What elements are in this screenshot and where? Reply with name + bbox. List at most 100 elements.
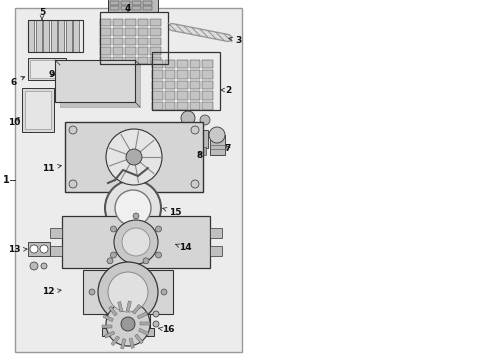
Bar <box>137 312 147 319</box>
Bar <box>202 102 213 110</box>
Circle shape <box>121 317 135 331</box>
Bar <box>165 91 175 99</box>
Circle shape <box>114 220 158 264</box>
Bar <box>150 37 161 45</box>
Circle shape <box>191 126 199 134</box>
Bar <box>100 57 111 64</box>
Circle shape <box>122 228 150 256</box>
Bar <box>139 328 149 336</box>
Bar <box>100 12 168 64</box>
Bar <box>143 0 152 5</box>
Bar <box>140 322 150 325</box>
Bar <box>152 81 163 89</box>
Text: 4: 4 <box>125 4 131 13</box>
Bar <box>138 37 148 45</box>
Text: 13: 13 <box>8 246 27 255</box>
Bar <box>73 20 79 52</box>
Bar <box>126 301 131 311</box>
Bar <box>125 28 136 36</box>
Bar <box>190 59 200 68</box>
Bar <box>15 8 242 352</box>
Circle shape <box>107 258 113 264</box>
Bar <box>210 135 225 155</box>
Circle shape <box>110 252 117 258</box>
Bar <box>129 338 134 348</box>
Circle shape <box>143 320 149 326</box>
Bar <box>138 47 148 54</box>
Bar <box>28 58 66 80</box>
Bar <box>202 70 213 78</box>
Text: 16: 16 <box>159 325 174 334</box>
Text: 8: 8 <box>197 150 203 159</box>
Circle shape <box>153 311 159 317</box>
Bar <box>110 6 119 10</box>
Bar <box>190 147 194 155</box>
Bar <box>202 91 213 99</box>
Bar <box>188 130 208 148</box>
Bar <box>202 147 206 155</box>
Circle shape <box>106 129 162 185</box>
Bar <box>22 88 54 132</box>
Bar <box>202 59 213 68</box>
Bar <box>190 91 200 99</box>
Text: 5: 5 <box>39 8 45 19</box>
Circle shape <box>161 289 167 295</box>
Bar <box>190 70 200 78</box>
Bar <box>138 57 148 64</box>
Bar <box>83 270 173 314</box>
Bar <box>121 0 130 5</box>
Bar <box>165 70 175 78</box>
Bar <box>152 102 163 110</box>
Bar <box>125 47 136 54</box>
Bar <box>152 59 163 68</box>
Bar <box>132 0 141 5</box>
Bar <box>125 37 136 45</box>
Bar <box>103 315 113 321</box>
Circle shape <box>69 180 77 188</box>
Bar <box>100 47 111 54</box>
Circle shape <box>69 126 77 134</box>
Bar <box>28 242 50 256</box>
Bar <box>121 339 126 349</box>
Text: 12: 12 <box>42 288 61 297</box>
Bar <box>150 47 161 54</box>
Bar <box>177 81 188 89</box>
Bar <box>111 336 120 346</box>
Bar <box>152 70 163 78</box>
Bar <box>177 91 188 99</box>
Bar <box>66 20 72 52</box>
Text: 1: 1 <box>2 175 9 185</box>
Bar <box>165 59 175 68</box>
Bar <box>202 81 213 89</box>
Circle shape <box>155 226 162 232</box>
Bar <box>152 52 220 110</box>
Bar <box>55 60 135 102</box>
Circle shape <box>133 265 139 271</box>
Bar <box>190 102 200 110</box>
Bar <box>196 147 200 155</box>
Bar <box>135 334 143 344</box>
Bar <box>100 28 111 36</box>
Bar <box>177 102 188 110</box>
Bar <box>108 0 158 12</box>
Circle shape <box>108 272 148 312</box>
Text: 14: 14 <box>176 243 191 252</box>
Bar <box>113 47 123 54</box>
Text: 15: 15 <box>163 207 181 216</box>
Bar <box>152 91 163 99</box>
Bar <box>121 6 130 10</box>
Bar <box>104 331 115 338</box>
Bar <box>150 28 161 36</box>
Bar <box>58 20 64 52</box>
Bar <box>100 37 111 45</box>
Circle shape <box>107 320 113 326</box>
Bar <box>100 18 111 26</box>
Text: 3: 3 <box>229 36 241 45</box>
Circle shape <box>30 245 38 253</box>
Bar <box>210 246 222 256</box>
Bar <box>50 20 56 52</box>
Circle shape <box>153 321 159 327</box>
Text: 11: 11 <box>42 163 61 172</box>
Bar <box>125 18 136 26</box>
Circle shape <box>115 190 151 226</box>
